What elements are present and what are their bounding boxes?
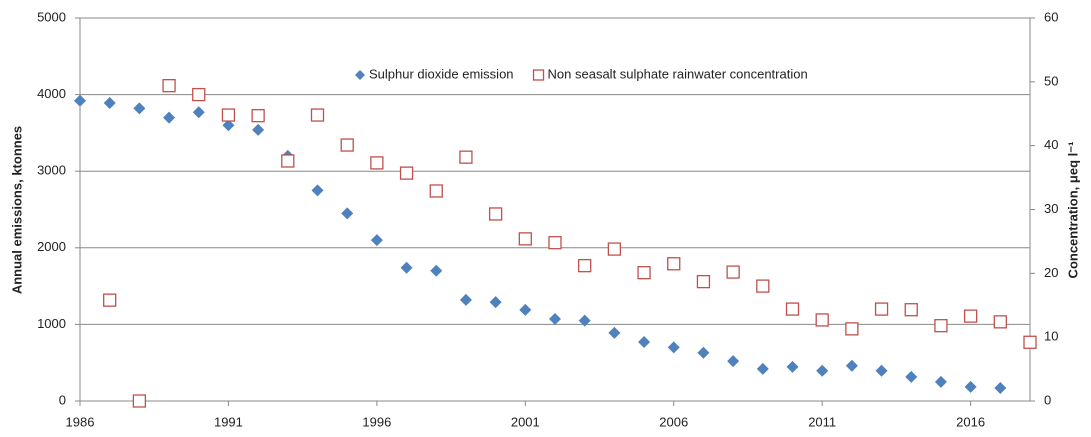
data-point (727, 355, 740, 368)
data-point (519, 303, 532, 316)
data-point (756, 362, 769, 375)
data-point (548, 236, 562, 250)
data-point (815, 313, 829, 327)
x-tick-label: 2011 (808, 414, 836, 429)
y2-tick-label: 50 (1044, 73, 1058, 88)
data-point (370, 156, 384, 170)
data-point (608, 326, 621, 339)
data-point (459, 293, 472, 306)
data-point (429, 184, 443, 198)
legend-marker (355, 70, 365, 80)
data-point (222, 119, 235, 132)
data-point (399, 166, 414, 180)
y-tick-label: 1000 (37, 316, 66, 331)
data-point (816, 364, 829, 377)
data-point (281, 154, 295, 168)
data-point (341, 207, 354, 220)
data-point (340, 138, 354, 152)
data-point (696, 274, 711, 289)
x-tick-label: 2016 (956, 414, 985, 429)
data-point (518, 232, 532, 246)
y2-tick-label: 60 (1044, 9, 1058, 24)
y2-axis-label: Concentration, μeq l⁻¹ (1065, 142, 1080, 279)
data-point (785, 302, 800, 316)
data-point (963, 309, 978, 323)
data-point (489, 296, 502, 309)
data-point (934, 319, 948, 333)
data-point (637, 266, 651, 280)
y-tick-label: 5000 (37, 9, 66, 24)
data-point (310, 108, 325, 122)
data-point (845, 322, 859, 336)
data-point (132, 394, 147, 408)
y-tick-label: 0 (59, 392, 66, 407)
x-tick-label: 2001 (511, 414, 540, 429)
y-tick-label: 2000 (37, 239, 66, 254)
data-point (934, 375, 947, 388)
data-point (311, 184, 324, 197)
data-point (697, 346, 710, 359)
data-point (459, 150, 473, 164)
data-point (252, 123, 265, 136)
data-point (905, 370, 918, 383)
y2-tick-label: 30 (1044, 201, 1058, 216)
data-point (638, 336, 651, 349)
data-point (1023, 335, 1037, 349)
data-point (875, 364, 888, 377)
data-point (786, 360, 799, 373)
data-point (874, 302, 889, 316)
x-tick-label: 1986 (66, 414, 95, 429)
data-point (192, 87, 206, 102)
data-point (726, 265, 740, 279)
y2-tick-label: 20 (1044, 265, 1058, 280)
y2-tick-label: 40 (1044, 137, 1058, 152)
x-tick-label: 2006 (659, 414, 688, 429)
data-point (667, 341, 680, 354)
data-point (549, 313, 561, 326)
y-tick-label: 3000 (37, 163, 66, 178)
data-point (667, 257, 681, 271)
y-tick-label: 4000 (37, 86, 66, 101)
data-point (488, 207, 503, 221)
data-point (192, 106, 205, 119)
data-point (103, 293, 117, 307)
data-point (133, 102, 146, 115)
data-point (221, 108, 236, 122)
data-point (964, 380, 977, 393)
legend-label: Non seasalt sulphate rainwater concentra… (548, 66, 808, 81)
legend-label: Sulphur dioxide emission (369, 66, 514, 81)
data-point (756, 279, 770, 293)
data-point (162, 79, 176, 93)
data-point (370, 234, 383, 247)
x-tick-label: 1991 (214, 414, 243, 429)
data-point (994, 381, 1007, 394)
data-point (578, 259, 592, 273)
y-axis-label: Annual emissions, ktonnes (9, 126, 24, 294)
x-tick-label: 1996 (362, 414, 391, 429)
data-point (904, 303, 918, 317)
data-point (993, 315, 1007, 329)
data-point (578, 314, 591, 327)
data-point (163, 111, 176, 124)
data-point (607, 242, 622, 256)
y2-tick-label: 0 (1044, 392, 1051, 407)
data-point (74, 94, 86, 107)
data-point (251, 109, 265, 123)
data-point (103, 97, 116, 110)
legend-marker (532, 69, 545, 81)
data-point (845, 359, 858, 372)
data-point (430, 264, 443, 277)
data-point (400, 261, 413, 274)
y2-tick-label: 10 (1044, 329, 1058, 344)
